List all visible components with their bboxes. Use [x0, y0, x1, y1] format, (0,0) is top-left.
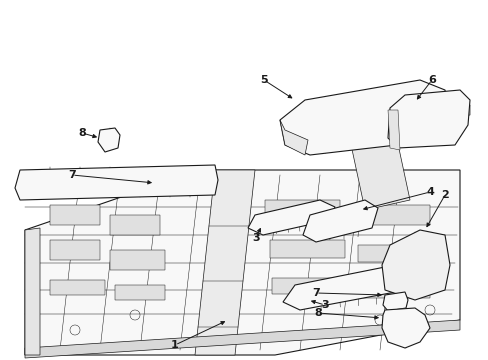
Polygon shape: [285, 105, 469, 140]
Polygon shape: [357, 245, 429, 262]
Polygon shape: [50, 280, 105, 295]
Text: 3: 3: [321, 300, 328, 310]
Text: 2: 2: [440, 190, 448, 200]
Text: 6: 6: [427, 75, 435, 85]
Polygon shape: [25, 228, 40, 355]
Text: 4: 4: [425, 187, 433, 197]
Polygon shape: [382, 292, 407, 311]
Polygon shape: [269, 240, 345, 258]
Polygon shape: [280, 120, 307, 155]
Text: 7: 7: [68, 170, 76, 180]
Polygon shape: [387, 90, 469, 148]
Polygon shape: [357, 282, 429, 298]
Polygon shape: [381, 230, 449, 300]
Polygon shape: [271, 278, 349, 294]
Polygon shape: [264, 200, 339, 220]
Polygon shape: [15, 165, 218, 200]
Polygon shape: [303, 200, 377, 242]
Polygon shape: [354, 205, 429, 225]
Polygon shape: [25, 170, 459, 355]
Text: 5: 5: [260, 75, 267, 85]
Polygon shape: [280, 80, 447, 155]
Text: 3: 3: [252, 233, 259, 243]
Polygon shape: [50, 205, 100, 225]
Polygon shape: [115, 285, 164, 300]
Text: 7: 7: [311, 288, 319, 298]
Polygon shape: [110, 250, 164, 270]
Text: 1: 1: [171, 340, 179, 350]
Polygon shape: [349, 130, 409, 210]
Polygon shape: [381, 308, 429, 348]
Polygon shape: [110, 215, 160, 235]
Polygon shape: [283, 265, 409, 310]
Polygon shape: [25, 320, 459, 358]
Text: 8: 8: [313, 308, 321, 318]
Polygon shape: [98, 128, 120, 152]
Polygon shape: [387, 110, 399, 150]
Text: 8: 8: [78, 128, 86, 138]
Polygon shape: [247, 200, 334, 235]
Polygon shape: [195, 170, 254, 355]
Polygon shape: [50, 240, 100, 260]
